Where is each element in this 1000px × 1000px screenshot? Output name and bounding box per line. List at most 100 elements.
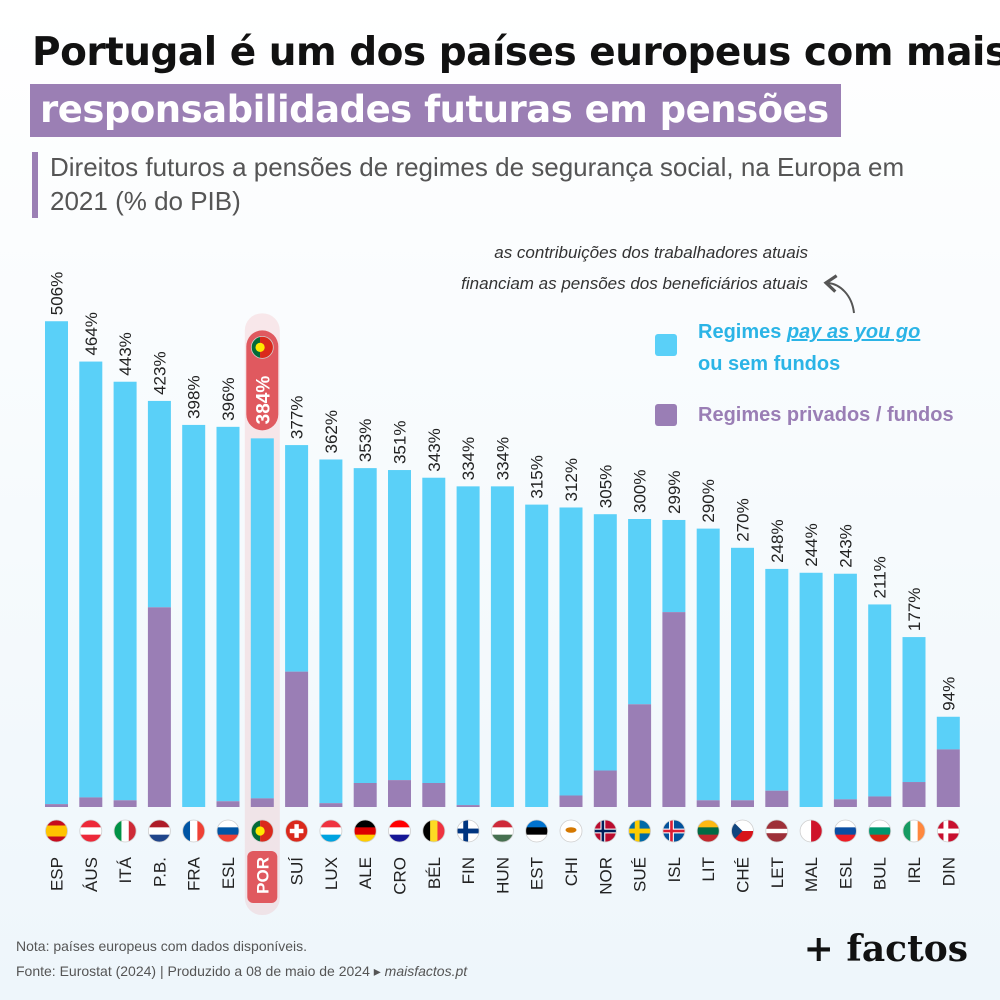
- bar-funded-NOR: [593, 770, 617, 807]
- bar-payg-CRO: [388, 470, 411, 781]
- value-label-IRL: 177%: [905, 588, 924, 631]
- flag-LUX-icon: [319, 819, 343, 843]
- category-label-NOR: NOR: [596, 857, 615, 895]
- flag-POR-icon: [250, 819, 274, 843]
- footer-note: Nota: países europeus com dados disponív…: [16, 938, 308, 954]
- footer-site-link[interactable]: maisfactos.pt: [384, 963, 468, 979]
- bar-payg-BÉL: [422, 477, 446, 783]
- value-label-ITÁ: 443%: [116, 332, 135, 375]
- bar-funded-CHÉ: [731, 800, 754, 807]
- footer-source: Fonte: Eurostat (2024) | Produzido a 08 …: [16, 963, 467, 980]
- bar-payg-FRA: [182, 424, 206, 807]
- bar-funded-BÉL: [422, 783, 446, 807]
- value-label-EST: 315%: [528, 455, 547, 498]
- category-label-ÁUS: ÁUS: [82, 857, 101, 892]
- highlight-category-pill: [247, 851, 278, 903]
- legend-link-pay-as-you-go[interactable]: pay as you go: [786, 321, 920, 343]
- bar-payg-ÁUS: [79, 361, 103, 798]
- category-label-DIN: DIN: [939, 857, 958, 886]
- flag-SUÍ-icon: [285, 819, 309, 843]
- flag-ITÁ-icon: [113, 819, 137, 843]
- flag-FRA-icon: [182, 819, 206, 843]
- value-label-BÉL: 343%: [425, 428, 444, 471]
- footer-source-text: Fonte: Eurostat (2024) | Produzido a 08 …: [16, 963, 385, 979]
- chart-title-line2: responsabilidades futuras em pensões: [30, 84, 841, 137]
- bar-funded-ÁUS: [79, 797, 103, 807]
- value-label-ESL: 396%: [219, 377, 238, 420]
- flag-BUL-icon: [868, 819, 892, 843]
- legend-label-payg-line1: Regimes pay as you go: [698, 321, 920, 343]
- bar-funded-ESL: [216, 801, 240, 807]
- flag-FIN-icon: [456, 819, 480, 843]
- flag-ISL-icon: [662, 819, 686, 843]
- bar-payg-ESL: [833, 573, 857, 800]
- bar-funded-ALE: [353, 783, 377, 807]
- value-label-ÁUS: 464%: [82, 312, 101, 355]
- flag-IRL-icon: [902, 819, 926, 843]
- flag-LET-icon: [765, 819, 789, 843]
- bar-payg-P.B.: [147, 400, 171, 608]
- legend-swatch-funded: [655, 404, 677, 426]
- category-label-SUÍ: SUÍ: [288, 857, 307, 886]
- bar-funded-FIN: [456, 805, 480, 807]
- value-label-P.B.: 423%: [150, 351, 169, 394]
- value-label-MAL: 244%: [802, 523, 821, 566]
- flag-P.B.-icon: [147, 819, 171, 843]
- value-label-FRA: 398%: [185, 375, 204, 418]
- bar-funded-ESL: [833, 799, 857, 807]
- bar-funded-LET: [765, 790, 789, 807]
- flag-LIT-icon: [696, 819, 720, 843]
- annotation-arrow: [823, 274, 855, 314]
- bar-payg-LET: [765, 568, 789, 791]
- category-label-ALE: ALE: [356, 857, 375, 889]
- flag-NOR-icon: [593, 819, 617, 843]
- annotation-line1: as contribuições dos trabalhadores atuai…: [494, 243, 808, 262]
- bar-payg-SUÍ: [285, 445, 309, 672]
- bar-funded-ISL: [662, 612, 686, 807]
- category-label-EST: EST: [528, 857, 547, 890]
- bar-funded-ITÁ: [113, 800, 137, 807]
- flag-CHI-icon: [559, 819, 583, 843]
- value-label-HUN: 334%: [493, 437, 512, 480]
- bar-funded-P.B.: [147, 607, 171, 807]
- bar-funded-ESP: [45, 804, 68, 807]
- pill-flag-POR-icon: [250, 335, 274, 359]
- value-label-FIN: 334%: [459, 437, 478, 480]
- bar-payg-BUL: [868, 604, 892, 797]
- bar-payg-NOR: [593, 514, 617, 771]
- value-label-CRO: 351%: [391, 421, 410, 464]
- value-label-ALE: 353%: [356, 419, 375, 462]
- bar-payg-IRL: [902, 637, 926, 783]
- category-label-FIN: FIN: [459, 857, 478, 884]
- category-label-ISL: ISL: [665, 857, 684, 883]
- value-label-SUÉ: 300%: [631, 470, 650, 513]
- bar-payg-ISL: [662, 519, 686, 613]
- bar-payg-EST: [525, 504, 549, 807]
- value-label-DIN: 94%: [939, 677, 958, 711]
- bar-payg-CHI: [559, 507, 583, 796]
- bar-payg-ALE: [353, 468, 377, 783]
- category-label-ESL: ESL: [836, 857, 855, 889]
- value-label-ESP: 506%: [48, 272, 67, 315]
- bar-payg-LIT: [696, 528, 720, 801]
- chart-title-line1: Portugal é um dos países europeus com ma…: [32, 30, 1000, 75]
- flag-ESL-icon: [834, 819, 857, 843]
- category-label-HUN: HUN: [493, 857, 512, 894]
- bar-funded-CRO: [388, 780, 411, 807]
- flags-group: [45, 819, 960, 843]
- flag-ESP-icon: [45, 819, 68, 843]
- bar-funded-CHI: [559, 795, 583, 807]
- flag-BÉL-icon: [422, 819, 446, 843]
- category-label-ITÁ: ITÁ: [116, 856, 135, 883]
- bar-funded-LUX: [319, 803, 343, 807]
- value-label-LET: 248%: [768, 519, 787, 562]
- annotation-line2: financiam as pensões dos beneficiários a…: [461, 274, 808, 293]
- category-label-LIT: LIT: [699, 857, 718, 882]
- flag-MAL-icon: [799, 819, 823, 843]
- flag-CRO-icon: [388, 819, 411, 843]
- category-label-ESP: ESP: [48, 857, 67, 891]
- category-label-CHÉ: CHÉ: [734, 857, 753, 893]
- flag-ÁUS-icon: [79, 819, 103, 843]
- bar-payg-POR: [250, 438, 274, 799]
